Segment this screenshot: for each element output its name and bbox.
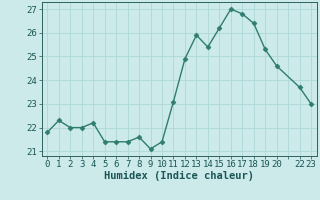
X-axis label: Humidex (Indice chaleur): Humidex (Indice chaleur): [104, 171, 254, 181]
